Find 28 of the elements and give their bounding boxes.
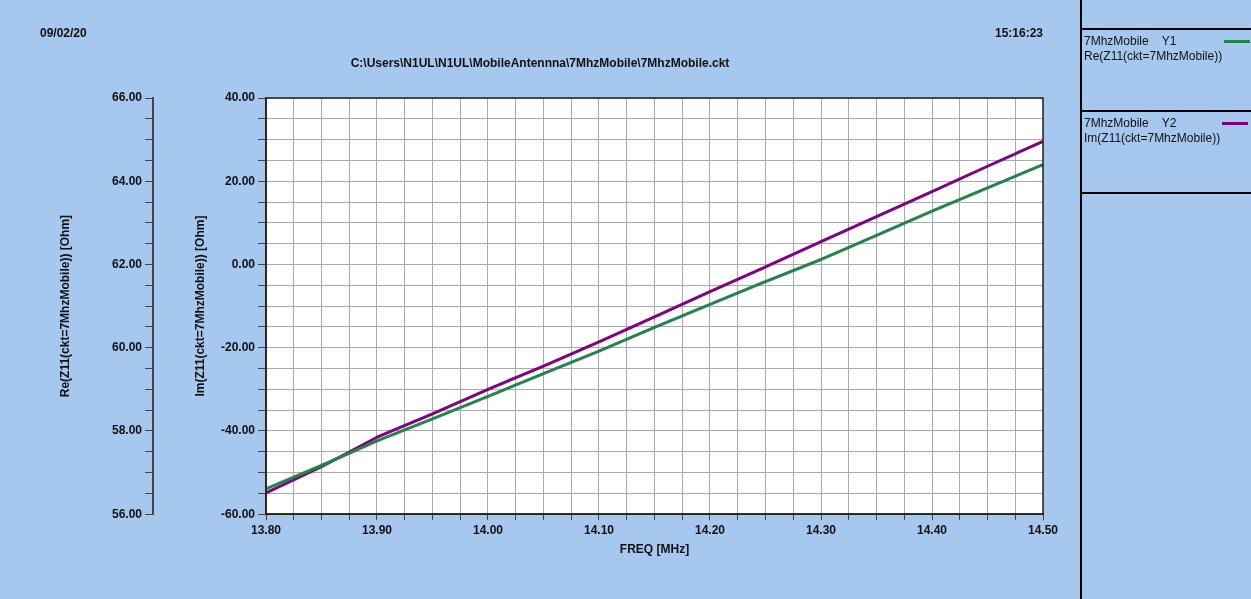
- y2-tick-label: -40.00: [220, 423, 256, 438]
- x-tick-label: 14.00: [472, 522, 504, 537]
- y2-tick-label: -20.00: [220, 340, 256, 355]
- x-tick-label: 14.30: [805, 522, 837, 537]
- x-tick-label: 14.20: [694, 522, 726, 537]
- x-tick-label: 14.40: [916, 522, 948, 537]
- y-tick-label: 60.00: [111, 340, 143, 355]
- x-axis-title: FREQ [MHz]: [619, 542, 690, 557]
- y2-tick-label: -60.00: [220, 506, 256, 521]
- y-tick-label: 66.00: [111, 90, 143, 105]
- chart-subtitle: C:\Users\N1UL\N1UL\MobileAntennna\7MhzMobile\7MhzMobile.ckt: [349, 56, 731, 70]
- x-tick-label: 14.50: [1027, 522, 1059, 537]
- y2-tick-label: 40.00: [224, 90, 256, 105]
- y2-axis-title: Im(Z11(ckt=7MhzMobile)) [Ohm]: [192, 215, 207, 397]
- y-tick-label: 64.00: [111, 173, 143, 188]
- x-tick-label: 13.90: [361, 522, 393, 537]
- x-tick-label: 13.80: [250, 522, 282, 537]
- x-tick-label: 14.10: [583, 522, 615, 537]
- y2-tick-label: 0.00: [231, 256, 256, 271]
- legend-label: 7MhzMobile Y2 Im(Z11(ckt=7MhzMobile)): [1084, 116, 1221, 146]
- y-axis-title: Re(Z11(ckt=7MhzMobile)) [Ohm]: [57, 214, 72, 398]
- y-tick-label: 62.00: [111, 256, 143, 271]
- y-tick-label: 56.00: [111, 506, 143, 521]
- text: 09/02/20: [40, 26, 87, 40]
- text: 15:16:23: [994, 26, 1043, 40]
- y2-tick-label: 20.00: [224, 173, 256, 188]
- y-tick-label: 58.00: [111, 423, 143, 438]
- legend-label: 7MhzMobile Y1 Re(Z11(ckt=7MhzMobile)): [1084, 34, 1223, 64]
